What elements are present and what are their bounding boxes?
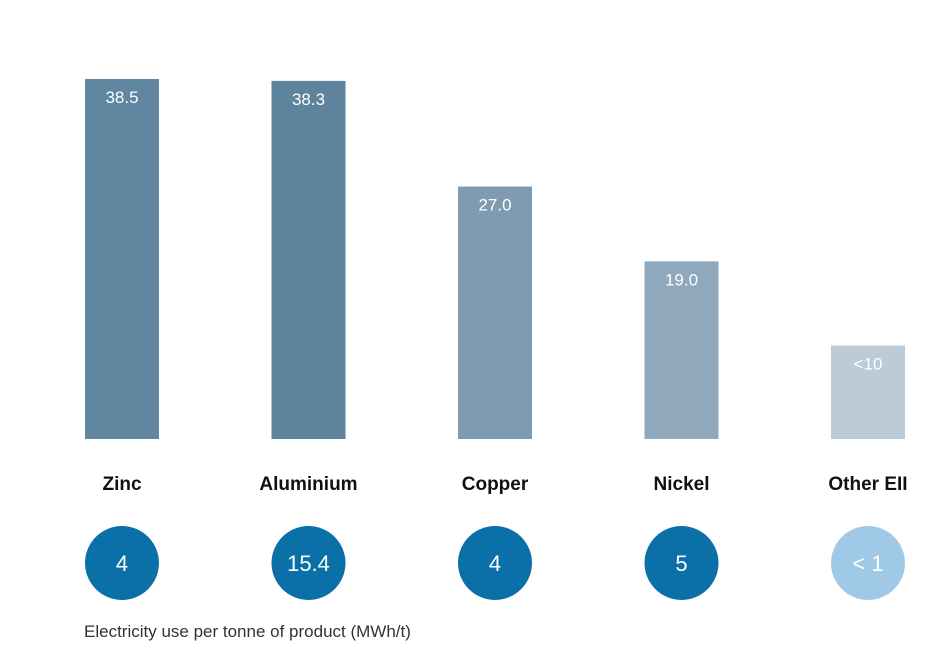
bar-value-label-copper: 27.0 [478, 196, 511, 215]
category-label-zinc: Zinc [102, 474, 141, 495]
category-label-nickel: Nickel [654, 474, 710, 495]
circle-value-label-other-eii: < 1 [852, 551, 883, 576]
circle-value-label-copper: 4 [489, 551, 501, 576]
circles-group: 4 15.4 4 5 < 1 [85, 526, 905, 600]
bar-aluminium [271, 80, 346, 440]
circle-value-label-zinc: 4 [116, 551, 128, 576]
bar-value-label-aluminium: 38.3 [292, 90, 325, 109]
circle-aluminium [271, 526, 346, 600]
circle-nickel [644, 526, 719, 600]
circle-zinc [85, 526, 159, 600]
circle-value-label-nickel: 5 [675, 551, 687, 576]
bar-zinc [85, 79, 159, 440]
category-labels-group: Zinc Aluminium Copper Nickel Other EII [102, 474, 907, 495]
category-label-aluminium: Aluminium [259, 474, 357, 495]
category-label-other-eii: Other EII [828, 474, 907, 495]
bar-value-labels-group: 38.5 38.3 27.0 19.0 <10 [105, 88, 882, 373]
chart-footer-label: Electricity use per tonne of product (MW… [84, 622, 411, 641]
circle-copper [458, 526, 532, 600]
bars-group [85, 79, 905, 440]
bar-value-label-nickel: 19.0 [665, 270, 698, 289]
bar-nickel [644, 261, 719, 439]
category-label-copper: Copper [462, 474, 529, 495]
bar-other-eii [831, 345, 905, 439]
circle-value-label-aluminium: 15.4 [287, 551, 330, 576]
bar-value-label-zinc: 38.5 [105, 88, 138, 107]
bar-copper [458, 186, 532, 439]
circle-other-eii [831, 526, 905, 600]
bar-value-label-other-eii: <10 [854, 355, 883, 374]
